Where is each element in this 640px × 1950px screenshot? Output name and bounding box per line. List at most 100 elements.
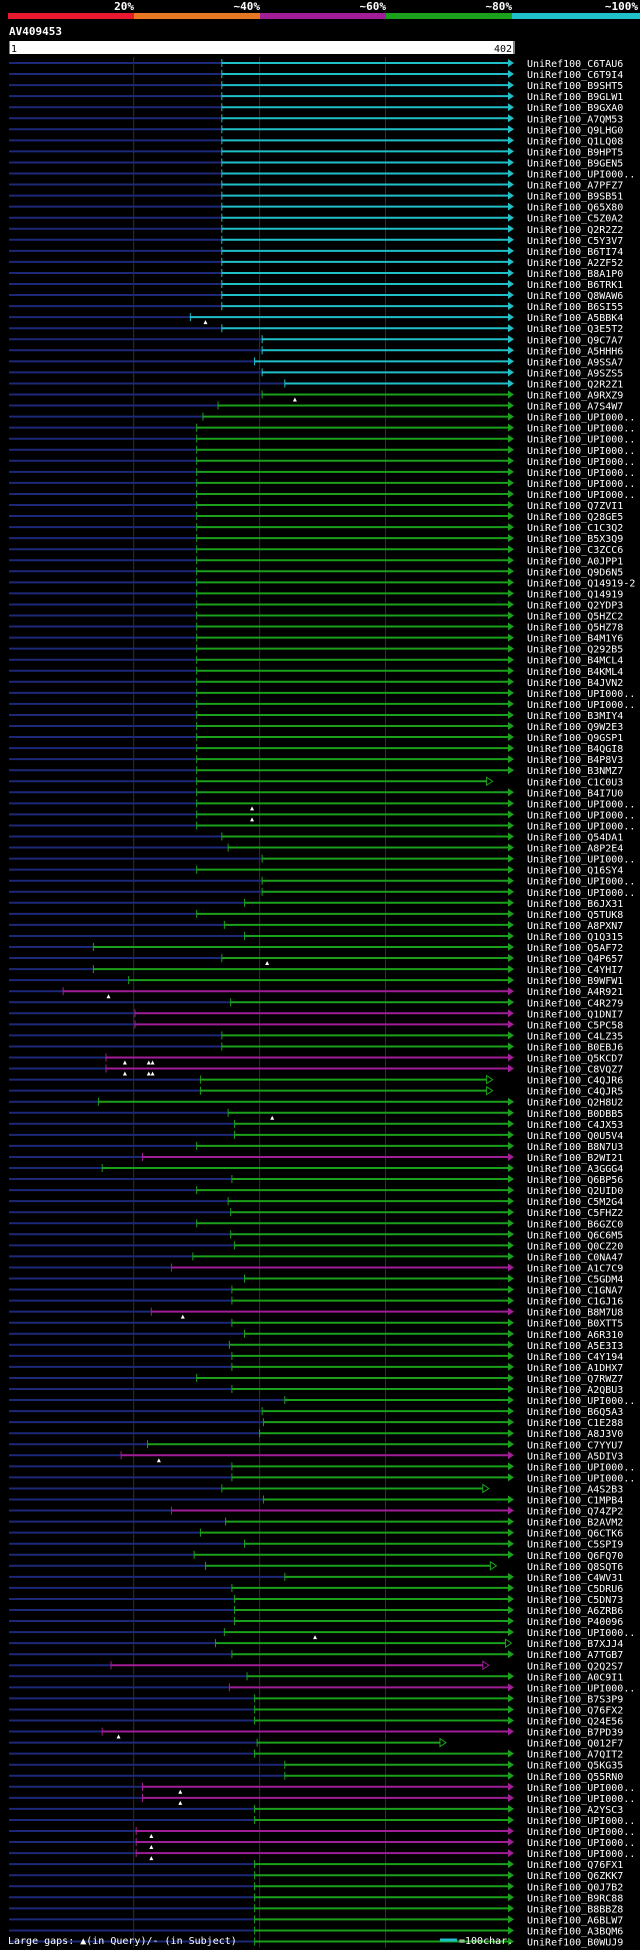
hit-row[interactable]: UniRef100_Q9W2E3 [9, 722, 623, 733]
hit-label[interactable]: UniRef100_Q7ZVI1 [527, 501, 623, 512]
hit-label[interactable]: UniRef100_C4JX53 [527, 1120, 623, 1131]
hit-label[interactable]: UniRef100_B9SHT5 [527, 81, 623, 92]
hit-row[interactable]: UniRef100_A6ZRB6 [9, 1606, 623, 1617]
hit-label[interactable]: UniRef100_C5Y3V7 [527, 236, 623, 247]
hit-row[interactable]: UniRef100_A2ZF52 [9, 257, 623, 269]
hit-row[interactable]: UniRef100_B9GXA0 [9, 103, 623, 114]
hit-label[interactable]: UniRef100_A4R921 [527, 987, 623, 998]
hit-row[interactable]: UniRef100_Q65X80 [9, 202, 623, 214]
hit-row[interactable]: UniRef100_B4JVN2 [9, 677, 623, 689]
hit-row[interactable]: UniRef100_P40096 [9, 1617, 623, 1628]
hit-label[interactable]: UniRef100_A2QBU3 [527, 1385, 623, 1396]
hit-label[interactable]: UniRef100_A0JPP1 [527, 556, 623, 567]
hit-label[interactable]: UniRef100_B0XTT5 [527, 1319, 623, 1330]
hit-row[interactable]: UniRef100_A5E3I3 [9, 1340, 623, 1352]
hit-label[interactable]: UniRef100_B0EBJ6 [527, 1042, 623, 1053]
hit-label[interactable]: UniRef100_C6TAU6 [527, 59, 623, 70]
hit-row[interactable]: UniRef100_C4YHI7 [9, 965, 623, 976]
hit-row[interactable]: UniRef100_Q5TUK8 [9, 909, 623, 921]
hit-row[interactable]: UniRef100_Q6C6M5 [9, 1230, 623, 1241]
hit-row[interactable]: UniRef100_Q2UID0 [9, 1186, 623, 1197]
hit-label[interactable]: UniRef100_B4MCL4 [527, 656, 623, 667]
hit-row[interactable]: UniRef100_A1C7C9 [9, 1263, 623, 1274]
hit-label[interactable]: UniRef100_A7TGB7 [527, 1650, 623, 1661]
hit-row[interactable]: UniRef100_UPI000.. [9, 799, 635, 811]
hit-label[interactable]: UniRef100_UPI000.. [527, 1462, 635, 1473]
hit-row[interactable]: UniRef100_Q9LHG0 [9, 125, 623, 136]
hit-row[interactable]: UniRef100_UPI000.. [9, 412, 635, 424]
hit-row[interactable]: UniRef100_UPI000.. [9, 423, 635, 435]
hit-row[interactable]: UniRef100_B4KML4 [9, 666, 623, 678]
hit-row[interactable]: UniRef100_C7YYU7 [9, 1440, 623, 1451]
hit-row[interactable]: UniRef100_B9WFW1 [9, 976, 623, 987]
hit-label[interactable]: UniRef100_B9HPT5 [527, 147, 623, 158]
hit-label[interactable]: UniRef100_C5DRU6 [527, 1584, 623, 1595]
hit-label[interactable]: UniRef100_A3GGG4 [527, 1164, 623, 1175]
hit-row[interactable]: UniRef100_B4I7U0 [9, 788, 623, 799]
hit-row[interactable]: UniRef100_UPI000.. [9, 699, 635, 711]
hit-row[interactable]: UniRef100_A0C9I1 [9, 1672, 623, 1683]
hit-label[interactable]: UniRef100_Q55RN0 [527, 1772, 623, 1783]
hit-row[interactable]: UniRef100_A0JPP1 [9, 556, 623, 567]
hit-row[interactable]: UniRef100_B2WI21 [9, 1152, 623, 1164]
hit-label[interactable]: UniRef100_Q5AF72 [527, 943, 623, 954]
hit-row[interactable]: UniRef100_A9RXZ9 [9, 390, 623, 402]
hit-label[interactable]: UniRef100_C5Z0A2 [527, 214, 623, 225]
hit-row[interactable]: UniRef100_Q74ZP2 [9, 1506, 623, 1518]
hit-row[interactable]: UniRef100_Q14919-2 [9, 578, 635, 589]
hit-label[interactable]: UniRef100_Q6CTK6 [527, 1529, 623, 1540]
hit-label[interactable]: UniRef100_UPI000.. [527, 700, 635, 711]
hit-row[interactable]: UniRef100_B6GZC0 [9, 1219, 623, 1230]
hit-row[interactable]: UniRef100_B9HPT5 [9, 147, 623, 158]
hit-label[interactable]: UniRef100_UPI000.. [527, 1816, 635, 1827]
hit-label[interactable]: UniRef100_A4S2B3 [527, 1484, 623, 1495]
hit-label[interactable]: UniRef100_UPI000.. [527, 1849, 635, 1860]
hit-label[interactable]: UniRef100_B4P8V3 [527, 755, 623, 766]
hit-label[interactable]: UniRef100_Q5KCD7 [527, 1054, 623, 1065]
hit-row[interactable]: UniRef100_UPI000.. [9, 688, 635, 700]
hit-label[interactable]: UniRef100_C5DN73 [527, 1595, 623, 1606]
hit-label[interactable]: UniRef100_A9RXZ9 [527, 391, 623, 402]
hit-row[interactable]: UniRef100_Q2YDP3 [9, 600, 623, 611]
hit-row[interactable]: UniRef100_Q76FX2 [9, 1705, 623, 1716]
hit-label[interactable]: UniRef100_Q76FX1 [527, 1860, 623, 1871]
hit-row[interactable]: UniRef100_Q16SY4 [9, 865, 623, 877]
hit-label[interactable]: UniRef100_B8N7U3 [527, 1142, 623, 1153]
hit-label[interactable]: UniRef100_B4I7U0 [527, 788, 623, 799]
hit-row[interactable]: UniRef100_Q2Q2S7 [9, 1660, 623, 1672]
hit-row[interactable]: UniRef100_Q5AF72 [9, 943, 623, 954]
hit-row[interactable]: UniRef100_A2YSC3 [9, 1804, 623, 1816]
hit-row[interactable]: UniRef100_Q1Q315 [9, 931, 623, 943]
hit-row[interactable]: UniRef100_C4JX53 [9, 1119, 623, 1131]
hit-label[interactable]: UniRef100_B9GEN5 [527, 158, 623, 169]
hit-label[interactable]: UniRef100_UPI000.. [527, 413, 635, 424]
hit-label[interactable]: UniRef100_A1DHX7 [527, 1363, 623, 1374]
hit-row[interactable]: UniRef100_B7PD39 [9, 1727, 623, 1739]
hit-label[interactable]: UniRef100_B6TI74 [527, 247, 623, 258]
hit-row[interactable]: UniRef100_B9RC88 [9, 1893, 623, 1904]
hit-row[interactable]: UniRef100_C5DRU6 [9, 1583, 623, 1595]
hit-label[interactable]: UniRef100_C4R279 [527, 998, 623, 1009]
hit-row[interactable]: UniRef100_B4P8V3 [9, 755, 623, 766]
hit-row[interactable]: UniRef100_Q28GE5 [9, 512, 623, 523]
hit-label[interactable]: UniRef100_B7XJJ4 [527, 1639, 623, 1650]
hit-row[interactable]: UniRef100_A8PXN7 [9, 920, 623, 932]
hit-row[interactable]: UniRef100_A9SSA7 [9, 357, 623, 368]
hit-label[interactable]: UniRef100_Q74ZP2 [527, 1507, 623, 1518]
hit-label[interactable]: UniRef100_Q0CZ20 [527, 1241, 623, 1252]
hit-label[interactable]: UniRef100_C3ZCC6 [527, 545, 623, 556]
hit-label[interactable]: UniRef100_A7S4W7 [527, 402, 623, 413]
hit-row[interactable]: UniRef100_Q6BP56 [9, 1175, 623, 1186]
hit-row[interactable]: UniRef100_UPI000.. [9, 1827, 635, 1838]
hit-label[interactable]: UniRef100_Q4P657 [527, 954, 623, 965]
hit-label[interactable]: UniRef100_C0NA47 [527, 1252, 623, 1263]
hit-row[interactable]: UniRef100_C5GDM4 [9, 1274, 623, 1286]
hit-label[interactable]: UniRef100_A9SSA7 [527, 357, 623, 368]
hit-row[interactable]: UniRef100_B5X3Q9 [9, 534, 623, 545]
hit-label[interactable]: UniRef100_C1C3Q2 [527, 523, 623, 534]
hit-label[interactable]: UniRef100_A1C7C9 [527, 1263, 623, 1274]
hit-label[interactable]: UniRef100_B6SI55 [527, 302, 623, 313]
hit-row[interactable]: UniRef100_C1E288 [9, 1418, 623, 1429]
hit-row[interactable]: UniRef100_Q7ZVI1 [9, 501, 623, 512]
hit-label[interactable]: UniRef100_UPI000.. [527, 799, 635, 810]
